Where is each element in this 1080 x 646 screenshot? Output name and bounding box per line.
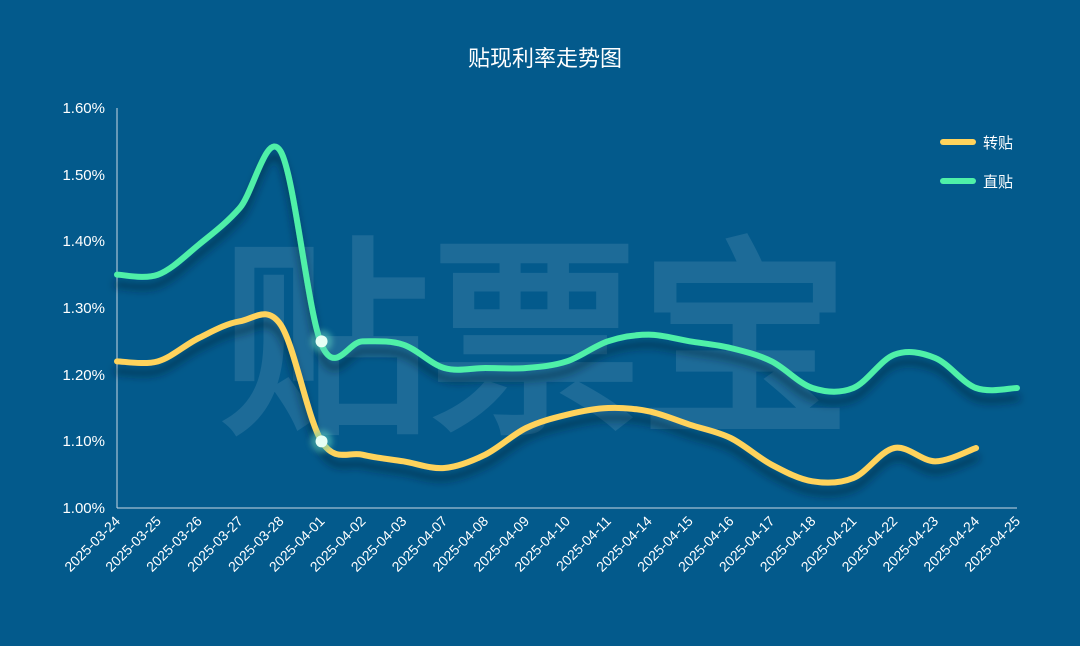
legend-item-zhuantie[interactable]: 转贴 xyxy=(940,134,1013,152)
highlight-markers xyxy=(310,330,333,453)
data-point-marker[interactable] xyxy=(315,335,328,348)
y-tick-label: 1.60% xyxy=(62,100,105,117)
legend-label-zhuantie: 转贴 xyxy=(983,134,1013,152)
x-axis-tick-labels: 2025-03-242025-03-252025-03-262025-03-27… xyxy=(61,513,1023,575)
y-tick-label: 1.10% xyxy=(62,433,105,450)
y-tick-label: 1.00% xyxy=(62,500,105,517)
y-tick-label: 1.20% xyxy=(62,367,105,384)
y-tick-label: 1.40% xyxy=(62,233,105,250)
series-line-zhitie xyxy=(114,143,1020,395)
legend-item-zhitie[interactable]: 直贴 xyxy=(940,173,1013,191)
series-line-zhuantie xyxy=(114,311,980,486)
y-axis: 1.00% 1.10% 1.20% 1.30% 1.40% 1.50% 1.60… xyxy=(62,100,118,517)
y-tick-label: 1.50% xyxy=(62,167,105,184)
chart-title: 贴现利率走势图 xyxy=(468,47,622,72)
data-point-marker[interactable] xyxy=(315,435,328,448)
y-tick-label: 1.30% xyxy=(62,300,105,317)
series-lines xyxy=(114,143,1020,486)
legend-label-zhitie: 直贴 xyxy=(983,173,1013,191)
legend[interactable]: 转贴 直贴 xyxy=(940,134,1013,191)
